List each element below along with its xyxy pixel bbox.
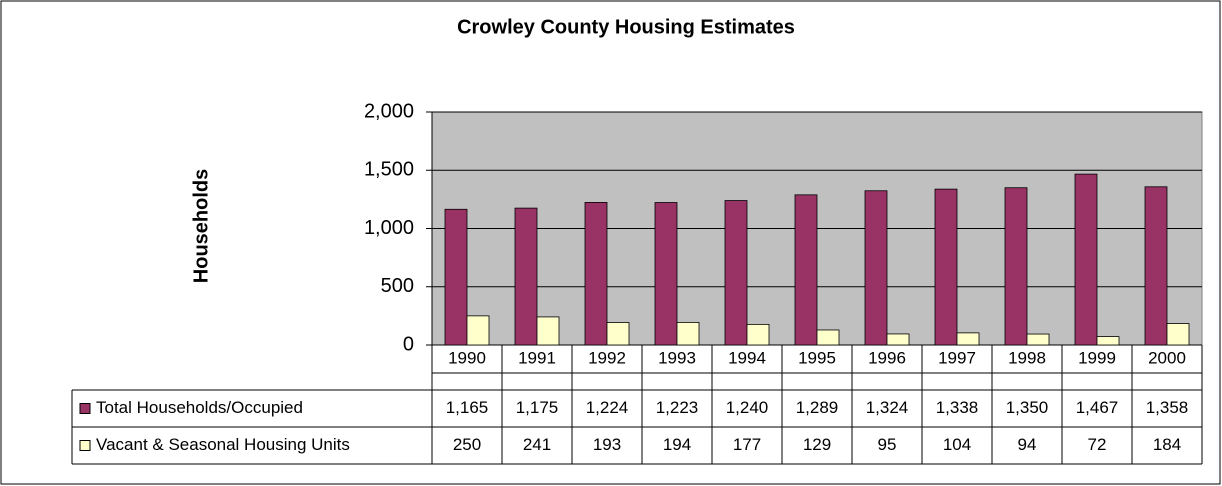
data-table-value: 1,289 <box>796 398 839 417</box>
y-tick-label: 1,500 <box>364 159 414 181</box>
bar <box>654 202 678 346</box>
bar <box>864 190 888 346</box>
bar <box>606 322 630 346</box>
bar <box>1166 323 1190 346</box>
x-tick-label: 1998 <box>1008 348 1046 367</box>
bar <box>816 329 840 346</box>
data-table-value: 95 <box>878 435 897 454</box>
y-axis-label: Households <box>190 169 212 283</box>
y-tick-label: 0 <box>403 333 414 355</box>
x-tick-label: 1996 <box>868 348 906 367</box>
x-tick-label: 1991 <box>518 348 556 367</box>
bar <box>934 188 958 346</box>
legend-label: Vacant & Seasonal Housing Units <box>96 435 350 454</box>
bar <box>1096 336 1120 346</box>
bar <box>584 202 608 346</box>
y-tick-label: 1,000 <box>364 217 414 239</box>
data-table-value: 1,223 <box>656 398 699 417</box>
x-tick-label: 2000 <box>1148 348 1186 367</box>
x-tick-label: 1994 <box>728 348 766 367</box>
data-table-value: 1,350 <box>1006 398 1049 417</box>
legend-key <box>79 403 91 414</box>
data-table-value: 194 <box>663 435 691 454</box>
chart-title: Crowley County Housing Estimates <box>457 16 795 38</box>
bar <box>444 208 468 346</box>
data-table-value: 72 <box>1088 435 1107 454</box>
bar <box>746 323 770 346</box>
data-table-value: 104 <box>943 435 971 454</box>
legend-label: Total Households/Occupied <box>96 398 303 417</box>
bar <box>514 207 538 346</box>
data-table-value: 94 <box>1018 435 1037 454</box>
bar <box>1074 173 1098 346</box>
data-table-value: 184 <box>1153 435 1181 454</box>
bar <box>794 194 818 346</box>
bar <box>536 316 560 346</box>
data-table-value: 193 <box>593 435 621 454</box>
legend-key <box>79 440 91 451</box>
data-table-value: 1,165 <box>446 398 489 417</box>
x-tick-label: 1999 <box>1078 348 1116 367</box>
x-tick-label: 1995 <box>798 348 836 367</box>
data-table-value: 129 <box>803 435 831 454</box>
bar <box>466 315 490 346</box>
data-table-value: 1,338 <box>936 398 979 417</box>
y-tick-label: 500 <box>381 275 414 297</box>
data-table-value: 1,224 <box>586 398 629 417</box>
data-table-value: 1,467 <box>1076 398 1119 417</box>
data-table-value: 241 <box>523 435 551 454</box>
data-table-value: 1,358 <box>1146 398 1189 417</box>
bar <box>1144 186 1168 346</box>
x-tick-label: 1997 <box>938 348 976 367</box>
bar <box>676 321 700 346</box>
data-table-value: 250 <box>453 435 481 454</box>
x-tick-label: 1992 <box>588 348 626 367</box>
data-table-value: 1,240 <box>726 398 769 417</box>
bar <box>886 333 910 346</box>
y-tick-label: 2,000 <box>364 100 414 122</box>
bar <box>1026 333 1050 346</box>
x-tick-label: 1990 <box>448 348 486 367</box>
bar <box>724 200 748 346</box>
x-tick-label: 1993 <box>658 348 696 367</box>
bar <box>1004 187 1028 346</box>
bar <box>956 332 980 346</box>
data-table-value: 177 <box>733 435 761 454</box>
data-table-value: 1,324 <box>866 398 909 417</box>
data-table-value: 1,175 <box>516 398 559 417</box>
